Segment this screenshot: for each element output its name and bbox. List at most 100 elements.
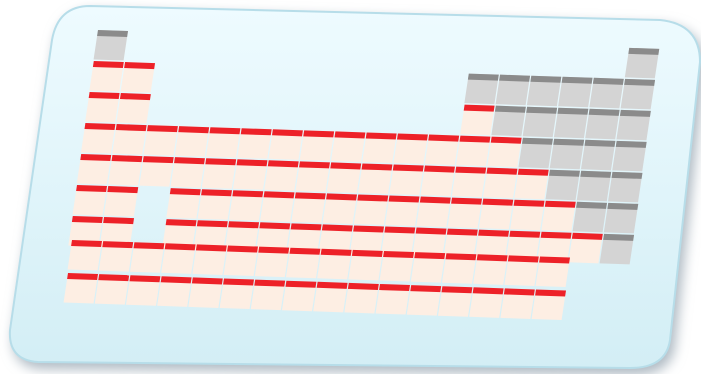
element-cell-p5-g18 [608, 171, 643, 203]
element-cell-p6-g8 [291, 192, 326, 223]
f-block-cell-r2-9-stripe [316, 281, 348, 289]
element-cell-p5-g10 [358, 163, 393, 194]
f-block-cell-r1-16 [535, 256, 570, 288]
element-cell-p4-g7 [268, 129, 303, 160]
element-cell-p2-g2 [120, 62, 156, 93]
element-cell-p6-g17-body [572, 201, 607, 233]
element-cell-p4-g17 [580, 139, 616, 171]
f-block-cell-r1-11-stripe [383, 251, 414, 259]
f-block-cell-r2-12 [406, 285, 442, 316]
element-cell-p7-g4-stripe [165, 219, 197, 227]
element-cell-p4-g8 [299, 130, 335, 161]
f-block-cell-r1-12 [410, 252, 446, 283]
element-cell-p3-g13-body [460, 104, 495, 136]
element-cell-p4-g12-body [424, 134, 460, 166]
element-cell-p5-g5-body [201, 158, 237, 189]
f-block-cell-r2-13-body [437, 286, 473, 317]
element-cell-p5-g7 [264, 160, 299, 191]
f-block-cell-r2-4 [157, 276, 192, 307]
element-cell-p3-g1-stripe [88, 92, 120, 100]
element-cell-p5-g11 [389, 164, 424, 196]
element-cell-p6-g18 [603, 202, 639, 234]
element-cell-p6-g12 [416, 196, 451, 228]
element-cell-p4-g14-stripe [490, 136, 522, 144]
element-cell-p2-g16-stripe [561, 76, 593, 84]
f-block-cell-r2-6-stripe [223, 278, 254, 286]
element-cell-p7-g16 [537, 231, 572, 263]
element-cell-p3-g14-body [491, 105, 526, 137]
f-block-cell-r1-14 [473, 254, 508, 285]
element-cell-p3-g17 [585, 108, 620, 140]
element-cell-p5-g15-stripe [517, 168, 549, 176]
element-cell-p5-g12-stripe [424, 165, 455, 173]
element-cell-p6-g13-body [447, 197, 482, 229]
element-cell-p7-g4 [162, 219, 197, 250]
f-block-cell-r2-5-stripe [191, 277, 223, 285]
f-block-grid [63, 240, 570, 321]
element-cell-p6-g2 [103, 186, 139, 217]
element-cell-p6-g1-body [72, 185, 107, 216]
element-cell-p7-g5 [193, 220, 228, 251]
element-cell-p6-g5-body [197, 189, 232, 220]
element-cell-p4-g1-stripe [84, 123, 116, 131]
element-cell-p6-g9 [322, 193, 357, 224]
element-cell-p2-g13-stripe [467, 73, 499, 81]
f-block-cell-r2-10 [344, 282, 379, 314]
element-cell-p6-g11-body [385, 195, 420, 227]
f-block-cell-r2-14-body [469, 287, 504, 318]
element-cell-p4-g12-stripe [428, 134, 460, 142]
element-cell-p7-g1-stripe [71, 216, 103, 224]
element-cell-p7-g8-stripe [290, 223, 322, 231]
element-cell-p2-g15-stripe [530, 75, 562, 83]
f-block-cell-r1-9-stripe [320, 248, 352, 256]
element-cell-p5-g14-stripe [486, 167, 518, 175]
element-cell-p4-g9-body [330, 131, 366, 162]
element-cell-p7-g17-stripe [571, 232, 603, 240]
element-cell-p3-g17-body [585, 108, 620, 140]
element-cell-p7-g15-stripe [509, 230, 541, 238]
element-cell-p4-g1 [80, 123, 116, 154]
f-block-cell-r2-15 [500, 288, 535, 319]
element-cell-p6-g16 [541, 200, 576, 232]
element-cell-p2-g13 [464, 73, 499, 105]
element-cell-p6-g4 [166, 188, 201, 219]
element-cell-p5-g7-body [264, 160, 299, 191]
element-cell-p4-g3-stripe [147, 125, 178, 133]
element-cell-p7-g1 [68, 216, 103, 247]
element-cell-p2-g14-body [495, 74, 531, 106]
element-cell-p2-g2-body [120, 62, 156, 93]
f-block-cell-r1-7-stripe [258, 246, 290, 254]
element-cell-p5-g1-stripe [80, 154, 112, 162]
f-block-cell-r1-5-body [192, 244, 227, 275]
f-block-cell-r2-1 [63, 273, 98, 304]
element-cell-p7-g4-body [162, 219, 197, 250]
element-cell-p1-g18-stripe [628, 47, 660, 55]
f-block-cell-r2-8-stripe [285, 280, 317, 288]
element-cell-p4-g11-stripe [397, 133, 428, 141]
element-cell-p6-g15-body [510, 199, 545, 231]
f-block-cell-r1-13 [441, 253, 477, 284]
f-block-cell-r2-10-body [344, 282, 379, 314]
element-cell-p5-g16-body [545, 169, 580, 201]
element-cell-p5-g15 [514, 168, 549, 200]
element-cell-p7-g1-body [68, 216, 103, 247]
f-block-cell-r1-15-stripe [507, 255, 539, 263]
element-cell-p6-g6-body [228, 190, 264, 221]
f-block-cell-r2-11-stripe [379, 284, 410, 292]
element-cell-p6-g10 [353, 194, 389, 225]
element-cell-p5-g6-stripe [236, 159, 268, 167]
f-block-cell-r1-3 [129, 242, 165, 273]
element-cell-p7-g7-body [255, 222, 291, 253]
element-cell-p5-g9-body [326, 162, 362, 193]
element-cell-p3-g17-stripe [588, 108, 620, 116]
element-cell-p1-g18-body [624, 47, 660, 79]
element-cell-p7-g7 [255, 222, 291, 253]
f-block-cell-r2-14-stripe [472, 287, 504, 295]
element-cell-p5-g14 [483, 167, 518, 199]
element-cell-p2-g14-stripe [499, 74, 531, 82]
element-cell-p7-g18-body [599, 233, 635, 265]
element-cell-p6-g13 [447, 197, 482, 229]
element-cell-p6-g12-stripe [419, 196, 451, 204]
f-block-cell-r2-14 [469, 287, 504, 318]
